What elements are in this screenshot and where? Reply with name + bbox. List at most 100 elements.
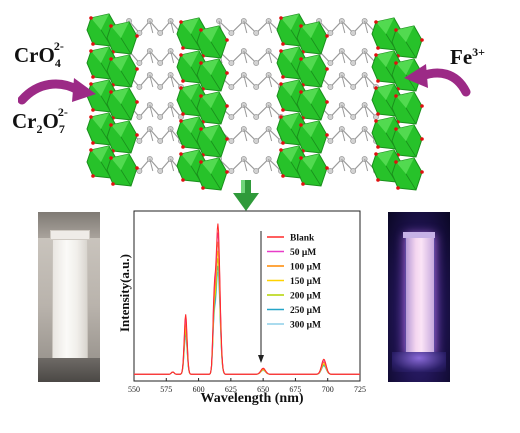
linker-atom [253, 84, 260, 90]
right-curved-arrow [404, 64, 471, 97]
organic-linkers [126, 18, 379, 174]
oxygen-atom [109, 123, 113, 127]
linker-bond [268, 20, 273, 34]
oxygen-atom [179, 53, 183, 57]
oxygen-atom [91, 141, 95, 145]
linker-atom [228, 168, 235, 174]
polyhedron-face [181, 84, 199, 100]
plot-frame [133, 210, 361, 382]
polyhedron-edge [120, 136, 132, 154]
oxygen-atom [299, 57, 303, 61]
linker-atom [253, 60, 260, 66]
oxygen-atom [199, 28, 203, 32]
linker-bond [149, 50, 154, 64]
x-tick-label: 700 [322, 385, 334, 394]
polyhedron-face [91, 14, 109, 30]
linker-bond [218, 20, 282, 34]
oxygen-atom [181, 112, 185, 116]
oxygen-atom [91, 42, 95, 46]
spectrum-line [134, 223, 360, 375]
y-axis-title: Intensity(a.u.) [117, 254, 132, 333]
emission-spectrum-chart: 550 575 600 625 650 675 700 725 Blank 50 μM 100 μM… [112, 205, 367, 415]
linker-bond [243, 20, 248, 34]
linker-bond [364, 104, 369, 118]
linker-bond [364, 50, 369, 64]
linker-atom [136, 84, 143, 90]
linker-atom [136, 60, 143, 66]
polyhedron-face [396, 125, 414, 141]
oxygen-atom [420, 38, 424, 42]
oxygen-atom [225, 38, 229, 42]
linker-bond [170, 158, 175, 172]
polyhedron-edge [405, 140, 417, 158]
polyhedron-face [91, 146, 109, 162]
down-arrow [233, 180, 259, 211]
oxygen-atom [394, 61, 398, 65]
oxygen-atom [376, 145, 380, 149]
linker-bond [218, 50, 282, 64]
polyhedron-edge [210, 74, 222, 92]
oxygen-atom [135, 133, 139, 137]
linker-atom [253, 114, 260, 120]
linker-bond [243, 128, 248, 142]
polyhedron-edge [405, 173, 417, 191]
legend-label: 150 μM [290, 277, 321, 287]
linker-atom [327, 138, 334, 144]
linker-bond [341, 50, 346, 64]
linker-atom [228, 84, 235, 90]
polyhedron-face [301, 55, 319, 71]
oxygen-atom [91, 108, 95, 112]
oxygen-atom [225, 104, 229, 108]
oxygen-atom [135, 67, 139, 71]
polyhedron-face [111, 55, 129, 71]
iron-ion-label: Fe3+ [450, 45, 485, 69]
polyhedral-column [276, 13, 329, 187]
linker-atom [327, 30, 334, 36]
polyhedral-column [371, 17, 424, 191]
x-tick-label: 650 [257, 385, 269, 394]
polyhedron-face [181, 150, 199, 166]
polyhedron-face [396, 92, 414, 108]
x-tick-label: 600 [193, 385, 205, 394]
spectrum-line [134, 232, 360, 375]
polyhedron-face [301, 121, 319, 137]
x-tick-label: 575 [160, 385, 172, 394]
oxygen-atom [420, 104, 424, 108]
oxygen-atom [420, 137, 424, 141]
oxygen-atom [299, 123, 303, 127]
oxygen-atom [135, 34, 139, 38]
polyhedron-face [396, 59, 414, 75]
polyhedron-face [376, 150, 394, 166]
linker-atom [228, 138, 235, 144]
linker-bond [341, 128, 346, 142]
polyhedron-face [396, 158, 414, 174]
polyhedron-face [281, 47, 299, 63]
x-axis-title: Wavelength (nm) [200, 391, 304, 406]
oxygen-atom [179, 152, 183, 156]
polyhedron-edge [210, 140, 222, 158]
oxygen-atom [376, 112, 380, 116]
linker-atom [350, 138, 357, 144]
oxygen-atom [201, 186, 205, 190]
legend-label: 200 μM [290, 292, 321, 302]
polyhedron-edge [210, 107, 222, 125]
polyhedron-face [281, 14, 299, 30]
linker-atom [327, 168, 334, 174]
decrease-arrowhead [258, 355, 264, 363]
oxygen-atom [374, 20, 378, 24]
oxygen-atom [225, 71, 229, 75]
oxygen-atom [279, 82, 283, 86]
oxygen-atom [109, 24, 113, 28]
oxygen-atom [279, 115, 283, 119]
oxygen-atom [299, 24, 303, 28]
oxygen-atom [279, 49, 283, 53]
legend-label: 300 μM [290, 321, 321, 331]
oxygen-atom [299, 90, 303, 94]
oxygen-atom [376, 79, 380, 83]
oxygen-atom [394, 160, 398, 164]
chromate-ion-label: CrO42- [14, 39, 64, 71]
polyhedron-face [181, 117, 199, 133]
linker-atom [136, 114, 143, 120]
linker-bond [364, 74, 369, 88]
linker-bond [243, 74, 248, 88]
